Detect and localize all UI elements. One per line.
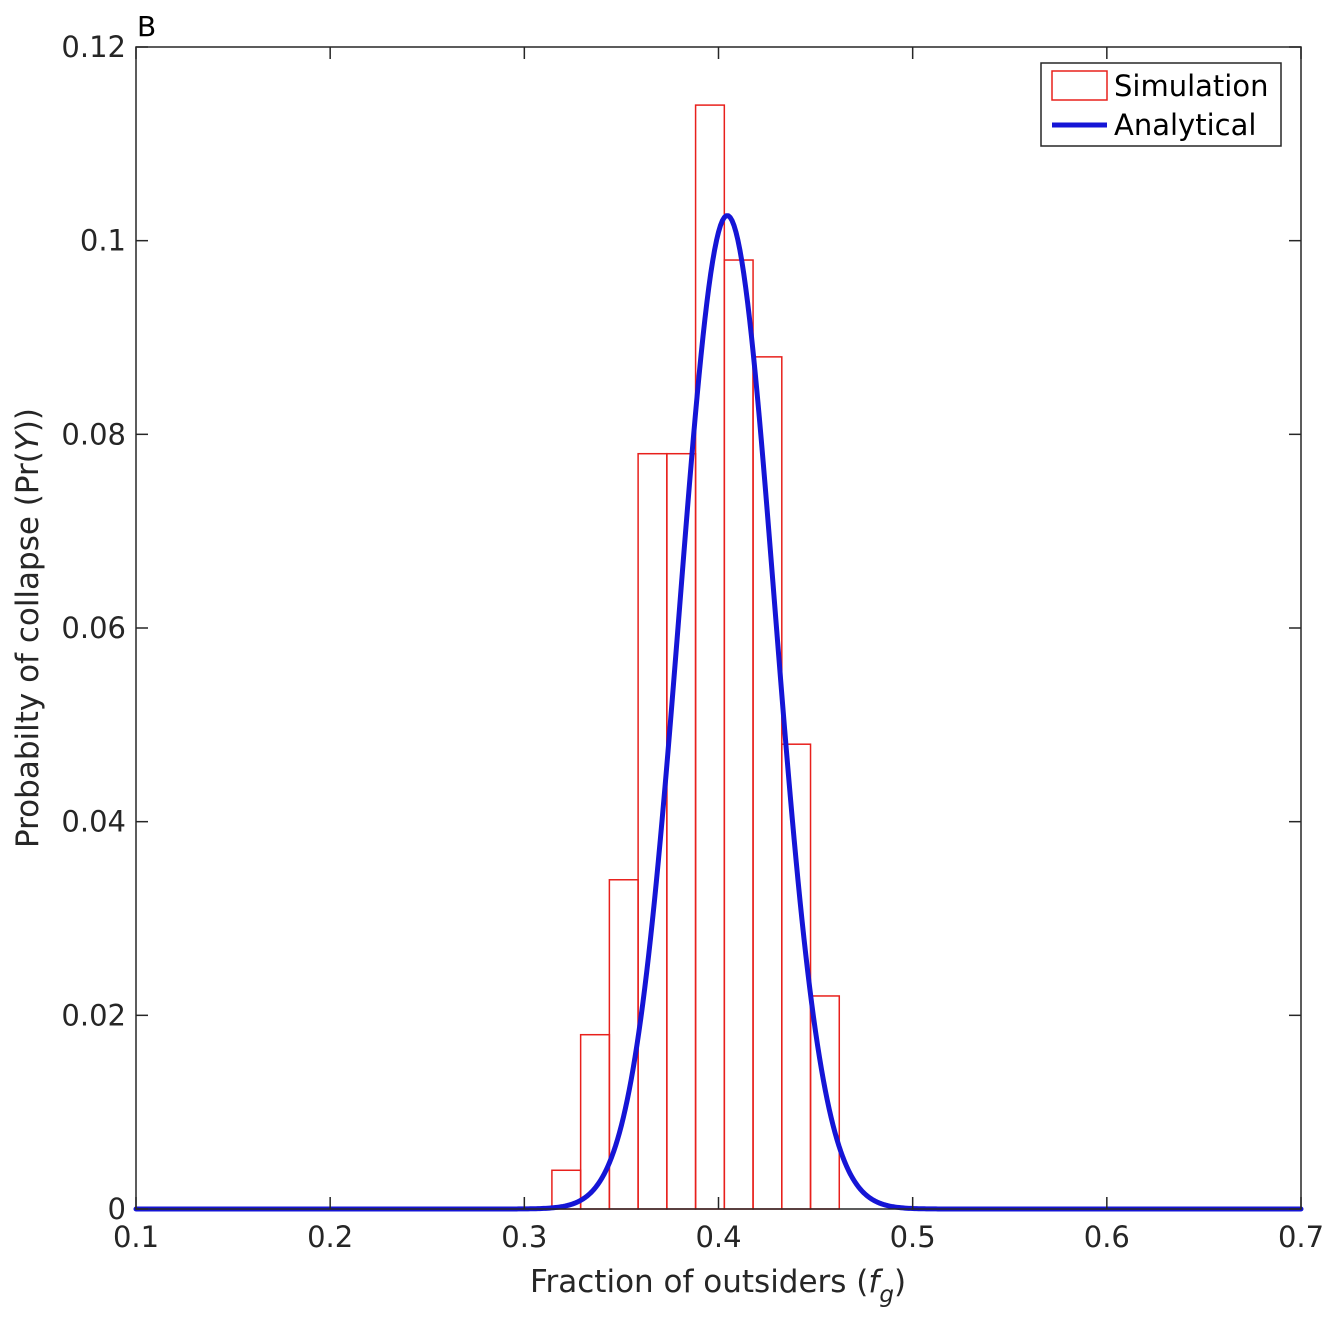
x-tick-label: 0.1 — [113, 1220, 159, 1254]
x-tick-label: 0.4 — [695, 1220, 741, 1254]
y-tick-label: 0 — [108, 1192, 126, 1226]
y-tick-label: 0.08 — [61, 417, 126, 451]
y-tick-label: 0.04 — [61, 805, 126, 839]
x-tick-label: 0.6 — [1084, 1220, 1130, 1254]
y-tick-label: 0.12 — [61, 30, 126, 64]
legend-label-analytical: Analytical — [1114, 108, 1256, 142]
x-axis-ticks: 0.1 0.2 0.3 0.4 0.5 0.6 0.7 — [113, 47, 1324, 1254]
panel-label: B — [137, 10, 156, 43]
legend-label-simulation: Simulation — [1114, 69, 1268, 103]
y-axis-ticks: 0 0.02 0.04 0.06 0.08 0.1 0.12 — [61, 30, 1301, 1226]
plot-background — [136, 47, 1301, 1209]
y-tick-label: 0.06 — [61, 611, 126, 645]
x-tick-label: 0.2 — [307, 1220, 353, 1254]
legend: Simulation Analytical — [1040, 62, 1282, 147]
x-axis-label: Fraction of outsiders (fg) — [530, 1264, 906, 1308]
legend-swatch-simulation — [1051, 70, 1108, 101]
y-tick-label: 0.1 — [80, 224, 126, 258]
x-tick-label: 0.5 — [890, 1220, 936, 1254]
x-tick-label: 0.3 — [501, 1220, 547, 1254]
y-tick-label: 0.02 — [61, 998, 126, 1032]
x-tick-label: 0.7 — [1278, 1220, 1324, 1254]
y-axis-label: Probabilty of collapse (Pr(Y)) — [10, 408, 46, 848]
